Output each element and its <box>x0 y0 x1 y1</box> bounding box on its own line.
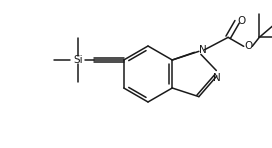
Text: N: N <box>213 73 221 83</box>
Text: O: O <box>244 41 252 51</box>
Text: O: O <box>237 16 246 26</box>
Text: Si: Si <box>73 55 83 65</box>
Text: N: N <box>199 45 206 55</box>
